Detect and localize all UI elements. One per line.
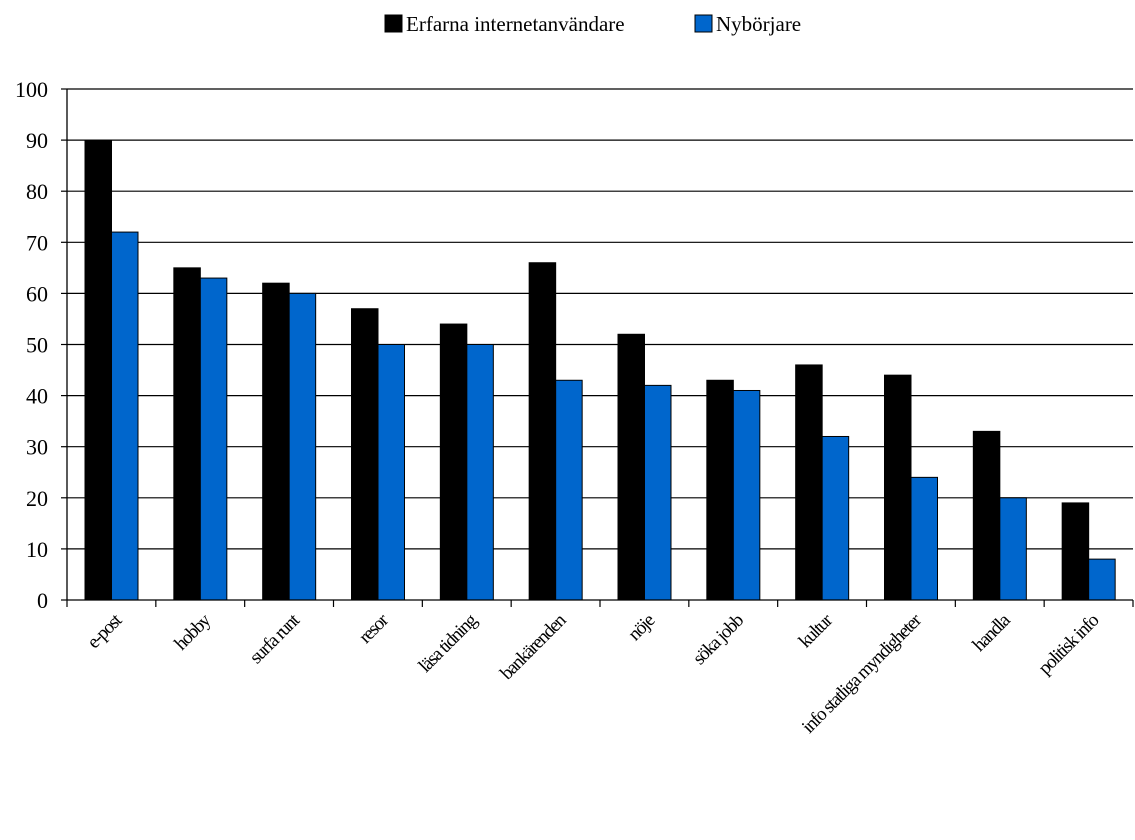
bar-experienced-9 <box>884 374 912 601</box>
legend-label-beginners: Nybörjare <box>716 12 801 36</box>
y-axis-ticks: 0 10 20 30 40 50 60 70 80 90 100 <box>15 77 67 613</box>
bar-beginners-0 <box>111 231 139 601</box>
y-tick-label: 40 <box>26 384 48 409</box>
x-tick-label: söka jobb <box>689 610 748 669</box>
legend-swatch-beginners <box>694 14 713 33</box>
x-tick-label: resor <box>355 609 394 648</box>
y-tick-label: 0 <box>37 588 48 613</box>
x-tick-label: nöje <box>624 610 659 645</box>
bar-experienced-4 <box>439 323 468 601</box>
gridlines <box>67 88 1133 550</box>
bar-beginners-10 <box>999 497 1027 601</box>
bar-experienced-6 <box>617 333 645 601</box>
x-tick-label: handla <box>969 609 1015 655</box>
bar-beginners-7 <box>732 389 761 601</box>
bar-beginners-5 <box>555 379 583 601</box>
y-tick-label: 60 <box>26 281 48 306</box>
bar-experienced-7 <box>706 379 734 601</box>
bar-beginners-3 <box>377 344 405 601</box>
x-tick-label: läsa tidning <box>415 609 482 676</box>
bar-experienced-10 <box>972 430 1001 601</box>
bar-experienced-2 <box>262 282 290 601</box>
x-tick-label: bankärenden <box>496 609 571 684</box>
bar-experienced-1 <box>173 267 201 601</box>
bar-beginners-9 <box>910 476 938 601</box>
y-tick-label: 70 <box>26 230 48 255</box>
bar-experienced-5 <box>528 262 557 601</box>
bar-experienced-3 <box>351 308 379 601</box>
bar-beginners-11 <box>1088 558 1116 601</box>
bar-beginners-2 <box>288 292 317 601</box>
bar-beginners-8 <box>821 435 850 601</box>
bar-experienced-11 <box>1061 502 1090 601</box>
bar-experienced-0 <box>84 139 112 601</box>
bar-beginners-6 <box>644 384 672 601</box>
x-tick-label: e-post <box>83 609 127 653</box>
y-tick-label: 20 <box>26 486 48 511</box>
x-tick-label: surfa runt <box>246 609 305 668</box>
y-tick-label: 100 <box>15 77 48 102</box>
x-tick-label: kultur <box>795 609 838 652</box>
bar-beginners-4 <box>466 344 494 601</box>
y-tick-label: 30 <box>26 435 48 460</box>
y-tick-label: 80 <box>26 179 48 204</box>
x-axis-ticks: e-post hobby surfa runt resor läsa tidning ba… <box>66 600 1134 738</box>
y-tick-label: 90 <box>26 128 48 153</box>
bar-experienced-8 <box>795 364 823 601</box>
bars <box>84 139 1116 601</box>
y-tick-label: 50 <box>26 333 48 358</box>
bar-beginners-1 <box>199 277 228 601</box>
x-tick-label: politisk info <box>1034 610 1103 679</box>
y-tick-label: 10 <box>26 537 48 562</box>
legend: Erfarna internetanvändare Nybörjare <box>384 12 801 36</box>
legend-label-experienced: Erfarna internetanvändare <box>406 12 625 36</box>
legend-swatch-experienced <box>384 14 403 33</box>
x-tick-label: hobby <box>171 609 216 654</box>
